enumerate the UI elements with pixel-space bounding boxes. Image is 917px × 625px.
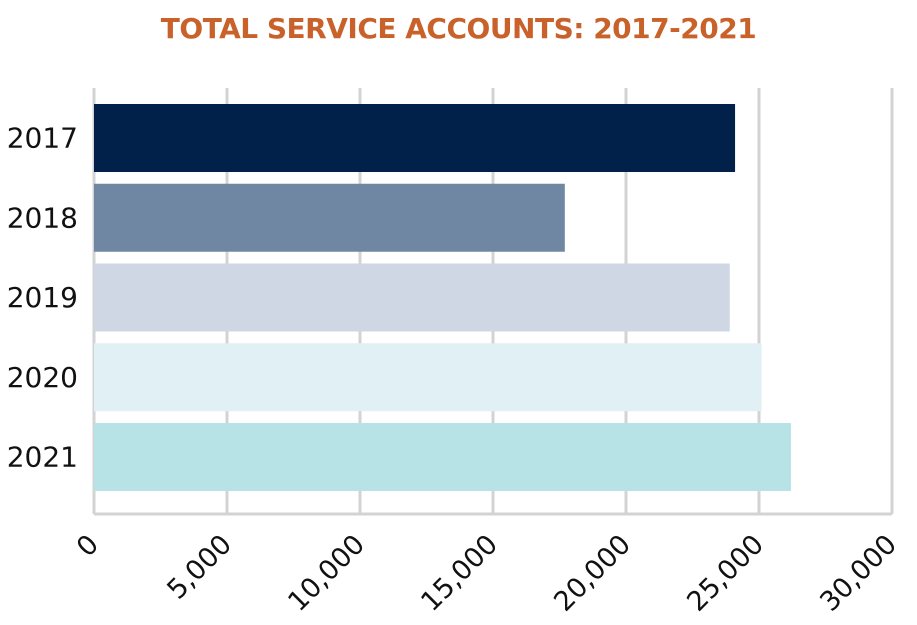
category-label-2019: 2019 (7, 281, 78, 314)
category-label-2017: 2017 (7, 122, 78, 155)
chart-title: TOTAL SERVICE ACCOUNTS: 2017-2021 (160, 12, 757, 45)
x-tick-label-5: 25,000 (681, 529, 770, 618)
x-tick-label-2: 10,000 (282, 529, 371, 618)
bar-2019 (94, 263, 730, 332)
x-tick-label-6: 30,000 (814, 529, 903, 618)
category-label-2021: 2021 (7, 441, 78, 474)
category-labels: 2017 2018 2019 2020 2021 (7, 122, 78, 474)
category-label-2020: 2020 (7, 361, 78, 394)
x-tick-label-0: 0 (71, 529, 105, 563)
bar-2017 (94, 104, 736, 172)
category-label-2018: 2018 (7, 201, 78, 234)
x-tick-label-4: 20,000 (548, 529, 637, 618)
bar-2020 (94, 343, 762, 412)
x-tick-label-3: 15,000 (415, 529, 504, 618)
x-tick-labels: 0 5,000 10,000 15,000 20,000 25,000 30,000 (71, 529, 903, 618)
x-tick-label-1: 5,000 (161, 529, 238, 606)
bars (94, 104, 791, 491)
bar-2021 (94, 423, 791, 491)
bar-2018 (94, 183, 565, 252)
